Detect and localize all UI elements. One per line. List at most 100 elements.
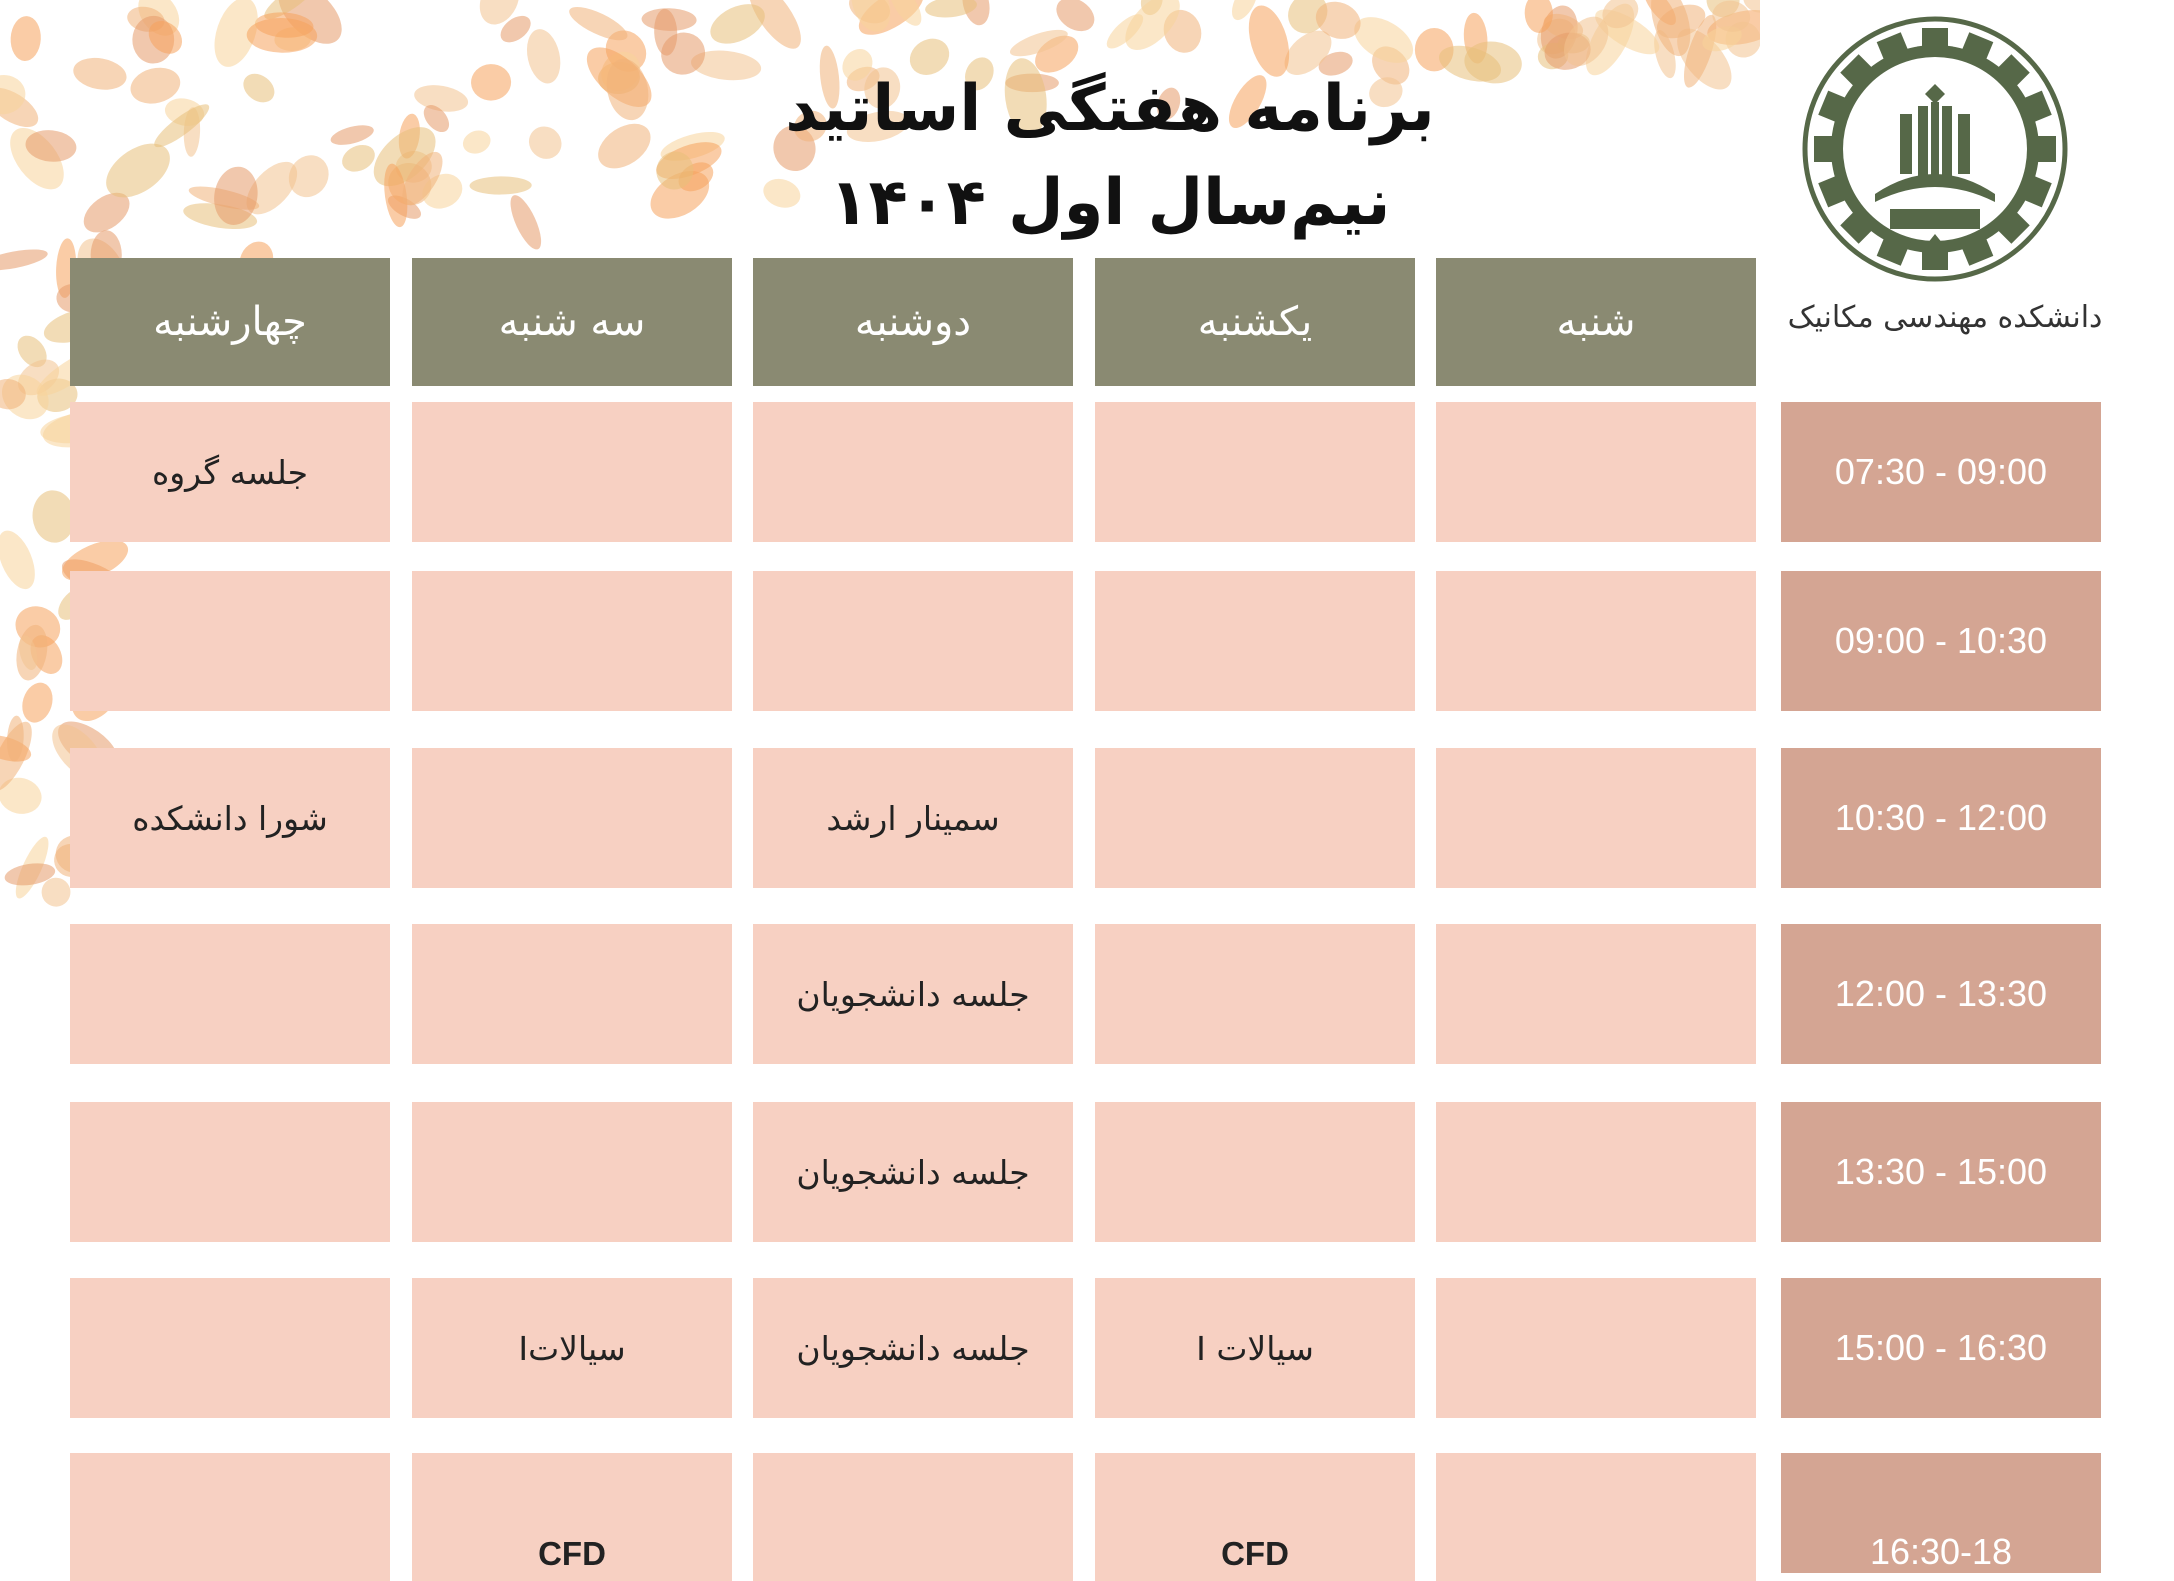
leaf-shape	[0, 74, 26, 115]
leaf-shape	[246, 17, 318, 53]
leaf-shape	[479, 0, 520, 25]
schedule-cell[interactable]	[1095, 1102, 1415, 1242]
leaf-shape	[0, 379, 26, 410]
schedule-cell[interactable]	[1095, 571, 1415, 711]
time-slot: 16:30-18	[1781, 1453, 2101, 1573]
schedule-cell[interactable]	[1436, 1102, 1756, 1242]
leaf-shape	[214, 166, 258, 225]
leaf-shape	[7, 715, 24, 762]
leaf-shape	[264, 0, 316, 20]
day-header: دوشنبه	[753, 258, 1073, 386]
schedule-cell[interactable]	[70, 1278, 390, 1418]
leaf-shape	[41, 877, 71, 907]
day-header: یکشنبه	[1095, 258, 1415, 386]
leaf-shape	[889, 0, 922, 26]
leaf-shape	[0, 249, 48, 271]
schedule-cell[interactable]	[70, 1453, 390, 1581]
leaf-shape	[1318, 51, 1353, 76]
leaf-shape	[278, 0, 342, 44]
schedule-cell[interactable]: سمینار ارشد	[753, 748, 1073, 888]
leaf-shape	[819, 45, 840, 109]
leaf-shape	[1602, 0, 1639, 29]
leaf-shape	[710, 4, 765, 44]
leaf-shape	[1524, 0, 1553, 33]
schedule-cell[interactable]	[1436, 748, 1756, 888]
leaf-shape	[10, 16, 41, 62]
leaf-shape	[1439, 45, 1502, 82]
schedule-cell[interactable]	[412, 1102, 732, 1242]
leaf-shape	[148, 20, 183, 54]
leaf-shape	[19, 635, 38, 671]
schedule-cell[interactable]	[1095, 748, 1415, 888]
schedule-cell[interactable]	[1436, 924, 1756, 1064]
schedule-cell[interactable]: جلسه گروه	[70, 402, 390, 542]
schedule-cell[interactable]	[412, 924, 732, 1064]
leaf-shape	[1231, 0, 1258, 21]
leaf-shape	[0, 777, 42, 814]
schedule-cell[interactable]: جلسه دانشجویان	[753, 924, 1073, 1064]
leaf-shape	[842, 48, 873, 81]
schedule-cell[interactable]: سیالاتI	[412, 1278, 732, 1418]
schedule-cell[interactable]: سیالات I	[1095, 1278, 1415, 1418]
leaf-shape	[656, 151, 694, 190]
schedule-cell[interactable]	[70, 924, 390, 1064]
leaf-shape	[964, 57, 994, 91]
leaf-shape	[130, 67, 181, 104]
leaf-shape	[1284, 30, 1332, 75]
schedule-cell[interactable]	[1436, 571, 1756, 711]
leaf-shape	[691, 50, 762, 81]
leaf-shape	[1009, 29, 1068, 57]
schedule-cell[interactable]	[1436, 402, 1756, 542]
schedule-cell[interactable]	[753, 571, 1073, 711]
leaf-shape	[1156, 87, 1181, 120]
schedule-cell[interactable]	[1095, 924, 1415, 1064]
leaf-shape	[654, 8, 678, 56]
leaf-shape	[1004, 58, 1047, 137]
leaf-shape	[1228, 75, 1267, 129]
time-slot: 10:30 - 12:00	[1781, 748, 2101, 888]
leaf-shape	[471, 64, 512, 101]
schedule-cell[interactable]: CFD	[1095, 1453, 1415, 1581]
schedule-cell[interactable]: شورا دانشکده	[70, 748, 390, 888]
schedule-cell[interactable]: CFD	[412, 1453, 732, 1581]
leaf-shape	[526, 29, 561, 84]
leaf-shape	[154, 104, 210, 148]
leaf-shape	[342, 144, 375, 172]
leaf-shape	[32, 490, 76, 543]
leaf-shape	[1315, 1, 1361, 39]
schedule-cell[interactable]: جلسه دانشجویان	[753, 1102, 1073, 1242]
leaf-shape	[1651, 0, 1691, 57]
leaf-shape	[106, 143, 170, 198]
leaf-shape	[569, 6, 628, 41]
leaf-shape	[500, 15, 531, 43]
leaf-shape	[288, 155, 329, 198]
leaf-shape	[1354, 17, 1414, 63]
leaf-shape	[1712, 0, 1751, 32]
time-slot: 12:00 - 13:30	[1781, 924, 2101, 1064]
leaf-shape	[83, 192, 130, 233]
schedule-cell[interactable]	[1436, 1453, 1756, 1581]
leaf-shape	[528, 126, 562, 159]
leaf-shape	[0, 530, 35, 590]
leaf-shape	[402, 151, 443, 206]
schedule-cell[interactable]	[1095, 402, 1415, 542]
schedule-cell[interactable]	[412, 402, 732, 542]
leaf-shape	[22, 682, 53, 723]
leaf-shape	[1743, 0, 1760, 13]
leaf-shape	[4, 863, 56, 886]
schedule-cell[interactable]	[753, 1453, 1073, 1581]
schedule-cell[interactable]: جلسه دانشجویان	[753, 1278, 1073, 1418]
schedule-cell[interactable]	[70, 571, 390, 711]
schedule-cell[interactable]	[412, 571, 732, 711]
schedule-cell[interactable]	[753, 402, 1073, 542]
leaf-shape	[243, 73, 275, 103]
day-header: چهارشنبه	[70, 258, 390, 386]
leaf-shape	[1056, 0, 1095, 32]
schedule-cell[interactable]	[412, 748, 732, 888]
schedule-cell[interactable]	[70, 1102, 390, 1242]
leaf-shape	[73, 57, 127, 90]
page-title: برنامه هفتگی اساتید	[785, 72, 1435, 146]
schedule-cell[interactable]	[1436, 1278, 1756, 1418]
leaf-shape	[10, 127, 64, 190]
leaf-shape	[25, 130, 77, 162]
